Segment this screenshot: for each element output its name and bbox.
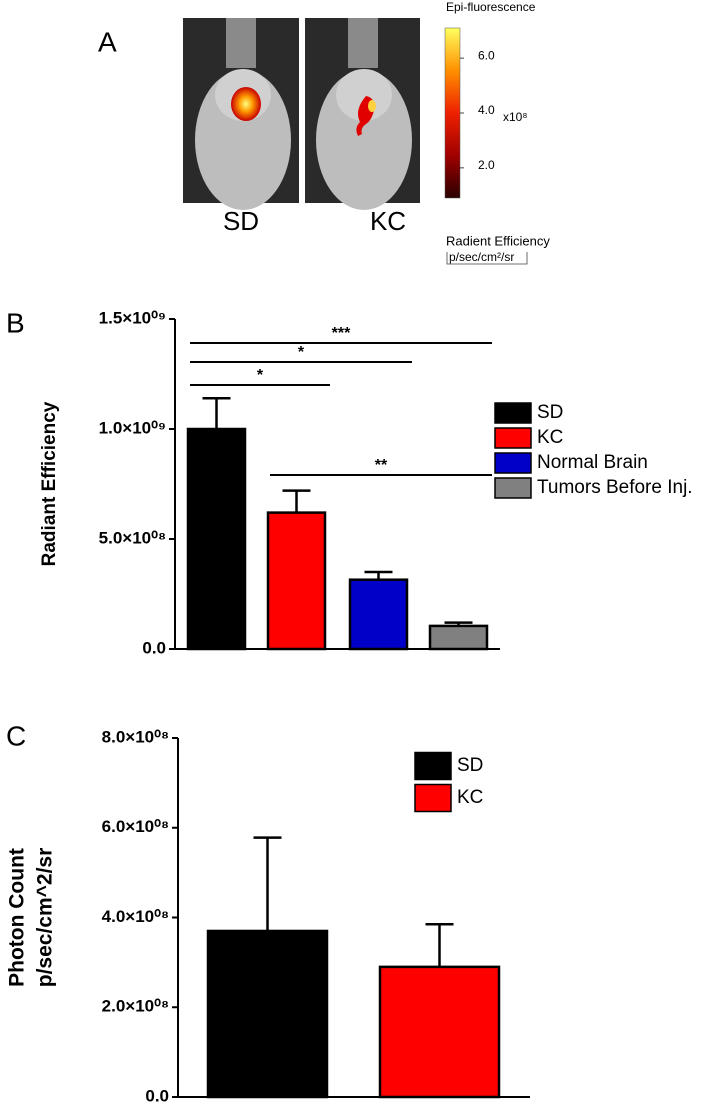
- panel-label: A: [98, 26, 117, 57]
- legend-label: KC: [457, 787, 483, 808]
- legend-swatch: [414, 751, 452, 781]
- y-tick-label: 5.0×10⁰⁸: [99, 528, 166, 547]
- colorbar-multiplier: x10⁸: [503, 110, 527, 124]
- colorbar-title: Epi-fluorescence: [446, 0, 536, 14]
- bar: [428, 624, 489, 651]
- legend-swatch: [494, 477, 532, 499]
- legend-swatch: [414, 783, 452, 813]
- legend-label: KC: [537, 427, 563, 448]
- unit-bracket: [446, 252, 528, 265]
- y-axis-label: p/sec/cm^2/sr: [34, 848, 57, 988]
- colorbar-tick-label: 6.0: [478, 48, 495, 62]
- y-tick-label: 0.0: [145, 1086, 169, 1105]
- colorbar-unit-title: Radient Efficiency: [446, 233, 550, 248]
- colorbar: [444, 27, 461, 199]
- panel-label: C: [6, 720, 26, 751]
- y-tick-label: 6.0×10⁰⁸: [102, 817, 169, 836]
- significance-label: **: [375, 457, 388, 474]
- panel-label: B: [6, 307, 25, 338]
- significance-label: *: [298, 344, 305, 361]
- y-tick-label: 8.0×10⁰⁸: [102, 727, 169, 746]
- legend-swatch: [494, 402, 532, 424]
- significance-label: ***: [332, 325, 351, 342]
- bar: [378, 965, 501, 1099]
- y-tick-label: 1.0×10⁰⁹: [99, 418, 166, 437]
- legend-label: SD: [457, 755, 483, 776]
- y-axis-label: Radiant Efficiency: [39, 401, 60, 566]
- y-tick-label: 1.5×10⁰⁹: [99, 308, 166, 327]
- bar: [266, 511, 327, 651]
- y-tick-label: 2.0×10⁰⁸: [102, 997, 169, 1016]
- image-label: SD: [223, 206, 259, 236]
- legend-label: SD: [537, 402, 563, 423]
- legend-swatch: [494, 427, 532, 449]
- colorbar-tick-label: 4.0: [478, 103, 495, 117]
- colorbar-tick-label: 2.0: [478, 158, 495, 172]
- colorbar-unit: p/sec/cm²/sr: [449, 250, 514, 264]
- significance-label: *: [257, 367, 264, 384]
- legend-swatch: [494, 452, 532, 474]
- bar: [206, 929, 329, 1099]
- y-tick-label: 4.0×10⁰⁸: [102, 907, 169, 926]
- y-tick-label: 0.0: [142, 638, 166, 657]
- y-axis-label: Photon Count: [6, 848, 29, 987]
- legend-label: Normal Brain: [537, 452, 648, 473]
- legend-label: Tumors Before Inj.: [537, 477, 693, 498]
- mouse-image: [305, 18, 420, 210]
- mouse-image: [183, 18, 299, 210]
- bar: [348, 578, 409, 651]
- bar: [186, 427, 247, 651]
- image-label: KC: [370, 206, 406, 236]
